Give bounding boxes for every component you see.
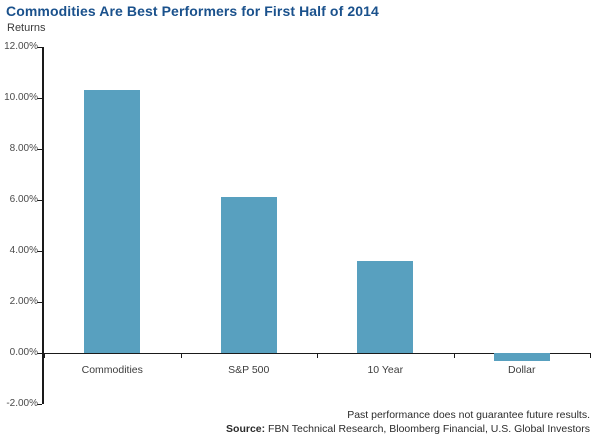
x-axis-category-label: Dollar — [508, 364, 536, 376]
y-axis-line — [42, 47, 44, 404]
x-axis-tick — [453, 353, 455, 358]
y-axis-tick-label: 2.00% — [9, 296, 38, 307]
x-axis-category-label: Commodities — [81, 364, 143, 376]
disclaimer-text: Past performance does not guarantee futu… — [347, 409, 590, 421]
bar-s-p-500 — [220, 197, 277, 353]
y-axis-tick-label: 10.00% — [4, 92, 38, 103]
y-axis-tick-label: -2.00% — [6, 398, 38, 409]
chart-subtitle: Returns — [7, 22, 46, 34]
x-axis-tick — [44, 353, 45, 358]
y-axis-tick — [37, 98, 42, 99]
bar-10-year — [357, 261, 414, 353]
y-axis-tick-label: 4.00% — [9, 245, 38, 256]
y-axis-tick — [37, 149, 42, 150]
x-axis-category-label: S&P 500 — [228, 364, 270, 376]
bar-dollar — [493, 353, 550, 361]
y-axis-tick-label: 6.00% — [9, 194, 38, 205]
source-label: Source: — [226, 423, 269, 435]
y-axis-tick — [37, 404, 42, 405]
y-axis-tick — [37, 251, 42, 252]
y-axis-tick — [37, 353, 42, 354]
source-line: Source: FBN Technical Research, Bloomber… — [226, 422, 590, 436]
x-axis-tick — [590, 353, 591, 358]
x-axis-tick — [180, 353, 182, 358]
x-axis-tick — [317, 353, 318, 358]
x-axis-category-label: 10 Year — [367, 364, 404, 376]
y-axis-tick-label: 12.00% — [4, 41, 38, 52]
y-axis-tick — [37, 302, 42, 303]
y-axis-tick-label: 0.00% — [9, 347, 38, 358]
y-axis-tick — [37, 47, 42, 48]
source-text: FBN Technical Research, Bloomberg Financ… — [268, 423, 590, 435]
chart-footer: Past performance does not guarantee futu… — [226, 408, 590, 436]
y-axis-tick-label: 8.00% — [9, 143, 38, 154]
bar-commodities — [84, 90, 141, 353]
chart-title: Commodities Are Best Performers for Firs… — [6, 3, 379, 19]
y-axis-tick — [37, 200, 42, 201]
